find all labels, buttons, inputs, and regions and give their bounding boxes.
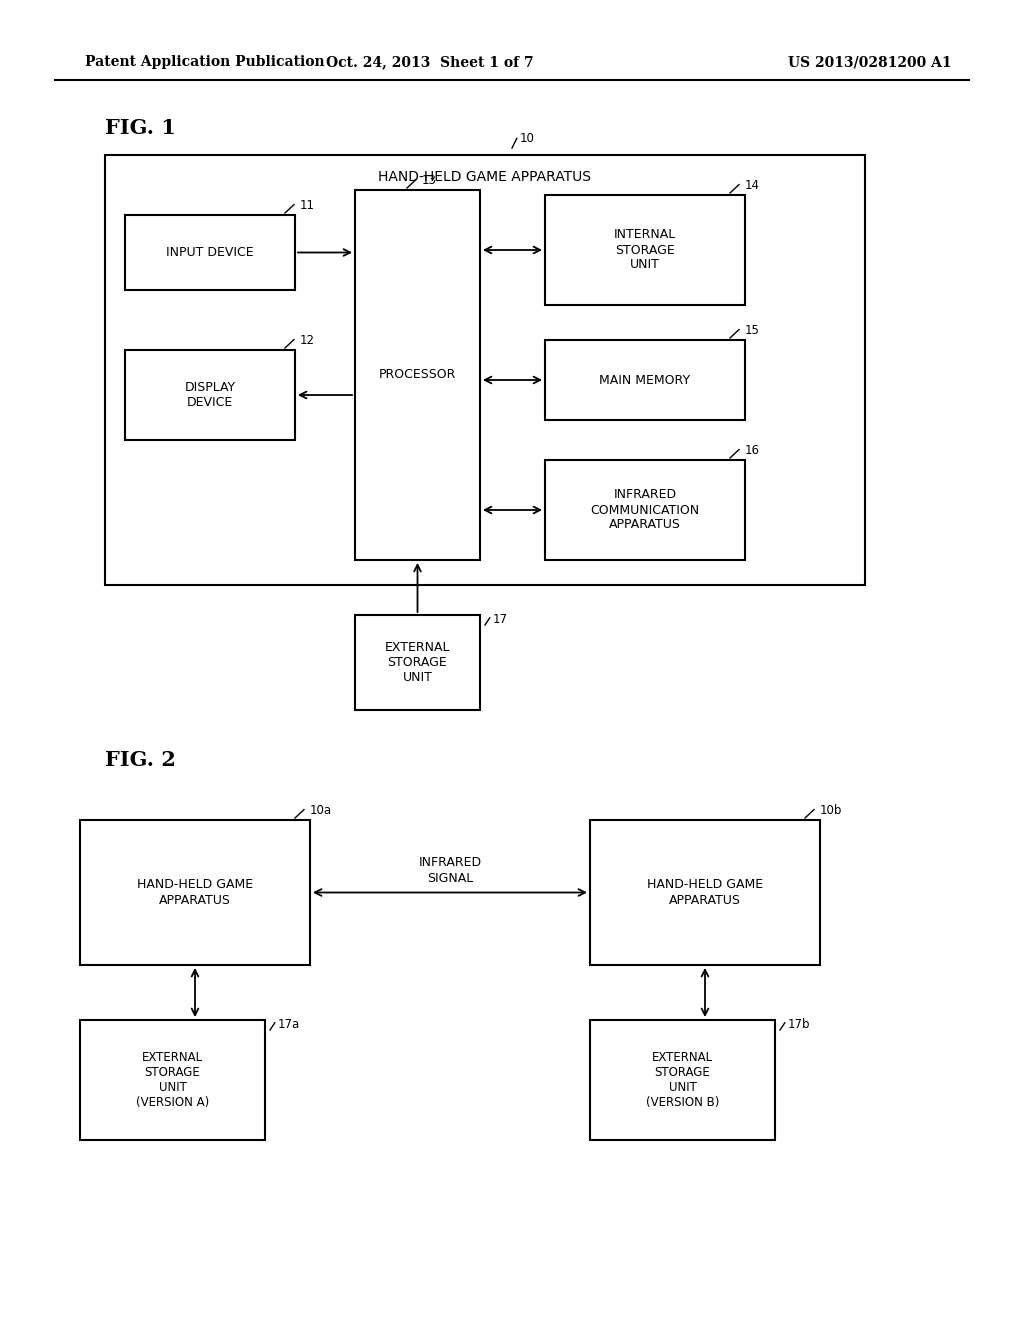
Text: INFRARED
SIGNAL: INFRARED SIGNAL [419, 857, 481, 884]
Bar [125, 350, 295, 440]
Bar [545, 459, 745, 560]
Text: 11: 11 [300, 199, 315, 213]
Text: US 2013/0281200 A1: US 2013/0281200 A1 [788, 55, 952, 69]
Text: EXTERNAL
STORAGE
UNIT
(VERSION B): EXTERNAL STORAGE UNIT (VERSION B) [646, 1051, 719, 1109]
Text: 17: 17 [493, 612, 508, 626]
Text: 10b: 10b [820, 804, 843, 817]
Text: HAND-HELD GAME
APPARATUS: HAND-HELD GAME APPARATUS [137, 879, 253, 907]
Text: EXTERNAL
STORAGE
UNIT
(VERSION A): EXTERNAL STORAGE UNIT (VERSION A) [136, 1051, 209, 1109]
Text: 10a: 10a [310, 804, 332, 817]
Bar [590, 820, 820, 965]
Text: 17b: 17b [788, 1018, 811, 1031]
Bar [355, 190, 480, 560]
Text: EXTERNAL
STORAGE
UNIT: EXTERNAL STORAGE UNIT [385, 642, 451, 684]
Text: 14: 14 [745, 180, 760, 191]
Bar [80, 820, 310, 965]
Text: Oct. 24, 2013  Sheet 1 of 7: Oct. 24, 2013 Sheet 1 of 7 [327, 55, 534, 69]
Bar [125, 215, 295, 290]
Text: INFRARED
COMMUNICATION
APPARATUS: INFRARED COMMUNICATION APPARATUS [591, 488, 699, 532]
Text: DISPLAY
DEVICE: DISPLAY DEVICE [184, 381, 236, 409]
Bar [590, 1020, 775, 1140]
Text: HAND-HELD GAME
APPARATUS: HAND-HELD GAME APPARATUS [647, 879, 763, 907]
Text: MAIN MEMORY: MAIN MEMORY [599, 374, 690, 387]
Text: 16: 16 [745, 444, 760, 457]
Text: 17a: 17a [278, 1018, 300, 1031]
Text: 13: 13 [422, 174, 437, 187]
Text: Patent Application Publication: Patent Application Publication [85, 55, 325, 69]
Bar [545, 195, 745, 305]
Text: 12: 12 [300, 334, 315, 347]
Text: FIG. 1: FIG. 1 [105, 117, 176, 139]
Bar [545, 341, 745, 420]
Text: FIG. 2: FIG. 2 [105, 750, 176, 770]
Text: 15: 15 [745, 323, 760, 337]
Bar [105, 154, 865, 585]
Text: INTERNAL
STORAGE
UNIT: INTERNAL STORAGE UNIT [613, 228, 676, 272]
Bar [355, 615, 480, 710]
Bar [80, 1020, 265, 1140]
Text: HAND-HELD GAME APPARATUS: HAND-HELD GAME APPARATUS [379, 170, 592, 183]
Text: INPUT DEVICE: INPUT DEVICE [166, 246, 254, 259]
Text: 10: 10 [520, 132, 535, 145]
Text: PROCESSOR: PROCESSOR [379, 368, 456, 381]
